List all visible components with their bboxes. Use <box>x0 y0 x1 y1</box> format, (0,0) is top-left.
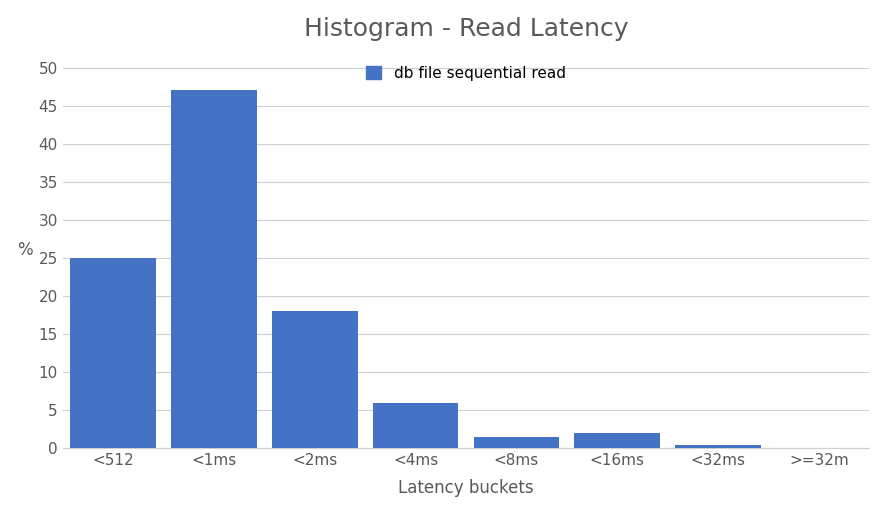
Bar <box>473 437 559 448</box>
Y-axis label: %: % <box>17 242 32 260</box>
X-axis label: Latency buckets: Latency buckets <box>398 480 533 498</box>
Bar <box>70 258 156 448</box>
Title: Histogram - Read Latency: Histogram - Read Latency <box>304 16 628 41</box>
Bar <box>574 433 660 448</box>
Bar <box>675 445 761 448</box>
Bar <box>373 402 458 448</box>
Legend: db file sequential read: db file sequential read <box>360 60 571 87</box>
Bar <box>171 90 257 448</box>
Bar <box>272 311 358 448</box>
